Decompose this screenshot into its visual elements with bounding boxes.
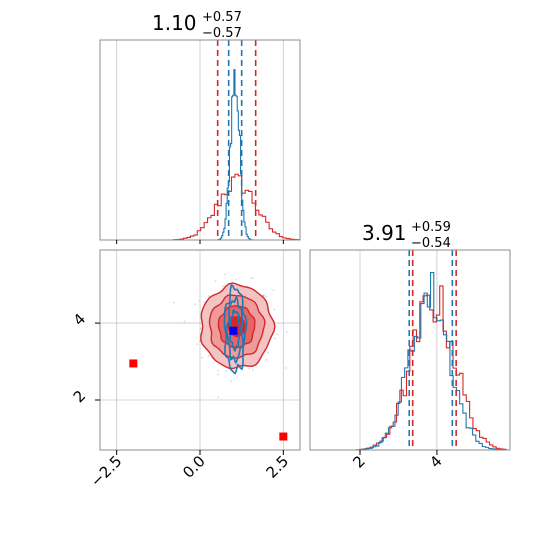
sample-point: [285, 331, 288, 334]
param-2-title-plus: +0.59: [411, 220, 451, 235]
sample-point: [217, 396, 219, 399]
sample-point: [207, 295, 210, 297]
sample-point: [224, 273, 227, 276]
sample-point: [272, 289, 275, 292]
sample-point: [265, 359, 268, 361]
sample-point: [224, 370, 227, 372]
right-x-tick-label: 4: [426, 452, 445, 471]
param-1-title-minus: −0.57: [202, 26, 242, 41]
scatter-y-tick-label: 4: [70, 310, 89, 329]
sample-point: [274, 337, 276, 340]
scatter-x-tick-label: 0.0: [179, 452, 209, 482]
sample-point: [265, 295, 268, 298]
right-panel-frame: [309, 249, 511, 451]
extra-point-marker: [279, 432, 288, 441]
sample-point: [199, 340, 201, 343]
histogram-series-a: [172, 173, 300, 240]
sample-point: [250, 277, 253, 280]
scatter-x-tick-label: −2.5: [87, 452, 125, 490]
joint-density-panel: −2.5 0.0 2.5 2 4: [70, 249, 301, 491]
param-2-title-value: 3.91: [362, 221, 407, 245]
extra-point-marker: [129, 359, 138, 368]
sample-point: [172, 301, 175, 304]
contour-line-series-a: [208, 294, 266, 359]
contour-line-series-a: [200, 282, 276, 370]
right-x-tick-label: 2: [349, 452, 368, 471]
param-2-title: 3.91 +0.59 −0.54: [362, 220, 451, 251]
sample-point: [252, 368, 254, 371]
sample-point: [194, 303, 197, 306]
scatter-x-tick-label: 2.5: [263, 452, 293, 482]
sample-point: [217, 369, 220, 372]
sample-point: [248, 367, 251, 370]
scatter-y-tick-label: 2: [70, 387, 89, 406]
truth-point-marker: [229, 326, 238, 335]
sample-point: [199, 327, 202, 330]
sample-point: [234, 278, 237, 281]
sample-point: [207, 354, 210, 357]
sample-point: [203, 301, 206, 303]
sample-point: [196, 343, 199, 346]
sample-point: [214, 280, 217, 283]
param-1-title: 1.10 +0.57 −0.57: [152, 10, 242, 41]
contour-line-series-a: [217, 305, 256, 349]
contour-line-series-b: [223, 283, 248, 375]
sample-point: [251, 277, 254, 279]
param-2-title-minus: −0.54: [411, 236, 451, 251]
contour-line-series-b: [225, 295, 244, 365]
sample-point: [198, 299, 201, 302]
histogram-series-b: [355, 272, 500, 450]
histogram-series-b: [217, 69, 253, 240]
histogram-param-1-panel: [99, 39, 301, 244]
sample-point: [217, 373, 219, 376]
sample-point: [201, 356, 204, 359]
sample-point: [284, 367, 287, 369]
sample-point: [230, 380, 232, 383]
sample-point: [266, 352, 269, 354]
sample-point: [276, 333, 279, 336]
sample-point: [273, 308, 276, 311]
sample-point: [222, 285, 225, 288]
sample-point: [183, 320, 186, 323]
histogram-series-a: [359, 285, 507, 450]
param-1-title-value: 1.10: [152, 11, 197, 35]
sample-point: [262, 294, 264, 297]
param-1-title-plus: +0.57: [202, 10, 242, 25]
